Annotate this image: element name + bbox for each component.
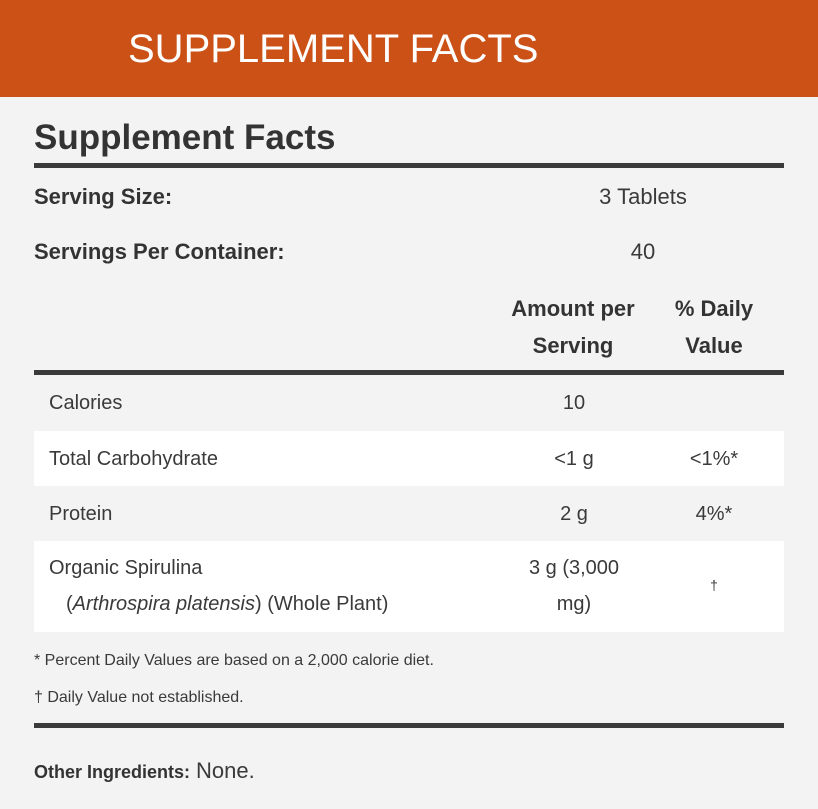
amount-header-line2: Serving (532, 333, 614, 358)
banner-title: SUPPLEMENT FACTS (128, 27, 539, 71)
nutrient-dv: † (710, 577, 718, 593)
panel-title: Supplement Facts (34, 118, 336, 157)
other-ingredients-label: Other Ingredients: (34, 762, 191, 782)
table-row: Total Carbohydrate <1 g <1%* (34, 431, 784, 486)
table-row: Organic Spirulina (Arthrospira platensis… (34, 541, 784, 632)
nutrient-subname: (Arthrospira platensis) (Whole Plant) (66, 593, 389, 615)
footnote-daily-values: * Percent Daily Values are based on a 2,… (34, 652, 434, 669)
servings-per-container-value: 40 (630, 239, 656, 264)
nutrient-amount-line1: 3 g (3,000 (528, 557, 620, 579)
other-ingredients-value: None. (196, 758, 255, 783)
header-divider (34, 370, 784, 375)
amount-header-line1: Amount per (511, 296, 635, 321)
latin-name: Arthrospira platensis (72, 593, 255, 615)
nutrient-name: Total Carbohydrate (49, 448, 218, 470)
table-row: Calories 10 (34, 376, 784, 430)
servings-per-container-label: Servings Per Container: (34, 239, 285, 264)
title-divider (34, 163, 784, 168)
dv-header-line2: Value (685, 333, 743, 358)
nutrient-dv: <1%* (689, 448, 739, 470)
nutrient-name: Protein (49, 503, 113, 525)
nutrient-name: Organic Spirulina (49, 557, 203, 579)
daily-value-header: % Daily Value (664, 290, 764, 364)
nutrient-amount: 10 (562, 392, 586, 414)
other-ingredients: Other Ingredients: None. (34, 757, 255, 788)
serving-size-label: Serving Size: (34, 184, 173, 209)
nutrient-amount-line2: mg) (556, 593, 592, 615)
table-row: Protein 2 g 4%* (34, 486, 784, 541)
header-banner: SUPPLEMENT FACTS (0, 0, 818, 97)
footnote-not-established: † Daily Value not established. (34, 689, 244, 706)
nutrient-amount: <1 g (554, 448, 594, 470)
nutrient-dv: 4%* (695, 503, 733, 525)
plant-part: (Whole Plant) (261, 593, 389, 615)
footer-divider (34, 723, 784, 728)
nutrient-name: Calories (49, 392, 123, 414)
amount-per-serving-header: Amount per Serving (498, 290, 648, 364)
nutrient-amount: 2 g (560, 503, 588, 525)
serving-size-value: 3 Tablets (599, 184, 687, 209)
dv-header-line1: % Daily (674, 296, 754, 321)
